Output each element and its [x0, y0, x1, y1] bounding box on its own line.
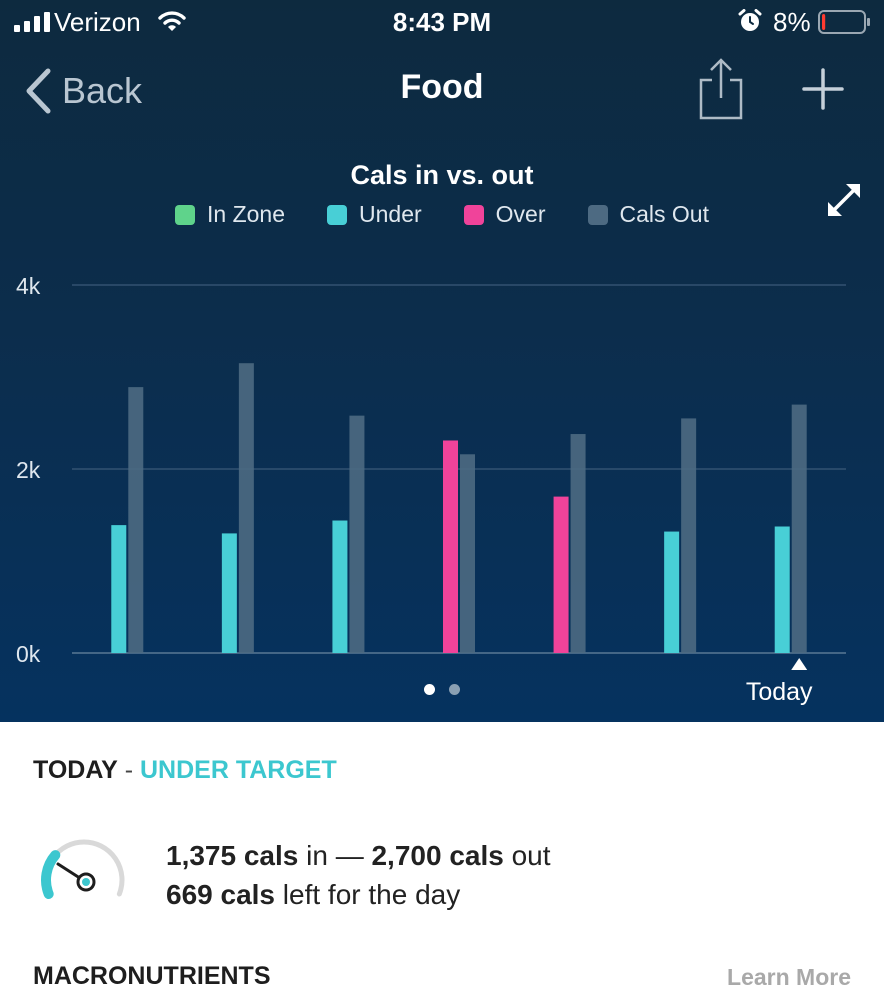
macronutrients-heading: MACRONUTRIENTS: [33, 962, 271, 990]
legend-item-cals-out: Cals Out: [587, 201, 709, 228]
legend-label-under: Under: [359, 201, 422, 227]
bar-cals-in[interactable]: [221, 533, 237, 653]
legend-swatch-over: [463, 204, 484, 225]
status-time: 8:43 PM: [392, 7, 492, 37]
carrier-name: Verizon: [54, 7, 141, 37]
page-title: Food: [400, 68, 484, 106]
summary-line-left: 669 cals left for the day: [166, 875, 551, 914]
battery-percent: 8%: [773, 7, 811, 37]
legend-swatch-under: [327, 204, 347, 225]
legend-label-over: Over: [495, 201, 546, 227]
back-label: Back: [62, 70, 143, 111]
bar-cals-out[interactable]: [238, 363, 254, 653]
bar-cals-in[interactable]: [664, 531, 680, 653]
cals-left-value: 669 cals: [166, 879, 275, 910]
legend-label-in-zone: In Zone: [207, 201, 285, 227]
bar-cals-out[interactable]: [681, 418, 697, 653]
battery-icon: [818, 10, 870, 34]
legend-item-under: Under: [327, 201, 422, 228]
bar-cals-in[interactable]: [443, 440, 458, 653]
bar-cals-out[interactable]: [791, 404, 807, 653]
wifi-icon: [158, 11, 186, 31]
today-label: TODAY: [33, 756, 118, 784]
alarm-icon: [738, 9, 762, 31]
bar-cals-in[interactable]: [774, 526, 790, 654]
selected-day-marker: [791, 658, 808, 670]
chart-title: Cals in vs. out: [350, 160, 534, 190]
learn-more-link[interactable]: Learn More: [727, 964, 851, 990]
legend-item-in-zone: In Zone: [175, 201, 285, 228]
bar-cals-out[interactable]: [349, 415, 365, 653]
legend-item-over: Over: [463, 201, 546, 228]
today-heading: TODAY - UNDER TARGET: [33, 756, 337, 785]
x-tick-label: Today: [746, 678, 813, 706]
food-header-panel: Verizon 8:43 PM 8% Back Food: [0, 0, 884, 722]
expand-icon[interactable]: [824, 180, 864, 220]
bar-cals-in[interactable]: [332, 520, 348, 653]
bar-cals-out[interactable]: [128, 387, 144, 653]
cals-in-value: 1,375 cals: [166, 840, 299, 871]
chart-legend: In Zone Under Over Cals Out: [0, 201, 884, 228]
page-dot[interactable]: [424, 684, 435, 695]
page-dot[interactable]: [449, 684, 460, 695]
plus-icon[interactable]: [800, 66, 846, 112]
bar-cals-out[interactable]: [570, 434, 586, 653]
y-tick-label: 4k: [16, 273, 41, 299]
y-tick-label: 0k: [16, 641, 41, 667]
share-icon[interactable]: [697, 58, 745, 122]
back-button[interactable]: Back: [24, 66, 142, 116]
cals-out-value: 2,700 cals: [371, 840, 504, 871]
bar-cals-in[interactable]: [553, 496, 569, 653]
legend-swatch-cals-out: [587, 204, 608, 225]
legend-label-cals-out: Cals Out: [619, 201, 709, 227]
bar-cals-in[interactable]: [111, 525, 127, 653]
gauge-hub-center: [82, 878, 90, 886]
page-indicator[interactable]: [0, 684, 884, 695]
gauge-fill: [41, 850, 61, 899]
legend-swatch-in-zone: [175, 204, 195, 225]
chevron-left-icon: [26, 68, 51, 114]
summary-line-in-out: 1,375 cals in — 2,700 cals out: [166, 836, 551, 875]
today-separator: -: [117, 756, 140, 784]
cals-in-word: in —: [298, 840, 372, 871]
cals-left-word: left for the day: [275, 879, 461, 910]
cals-chart[interactable]: 0k 2k 4k Today: [0, 260, 884, 710]
bar-cals-out[interactable]: [460, 454, 475, 653]
y-tick-label: 2k: [16, 457, 41, 483]
status-bar: Verizon 8:43 PM 8%: [0, 0, 884, 44]
calorie-gauge-icon: [41, 839, 125, 899]
signal-icon: [14, 12, 50, 32]
calorie-summary: 1,375 cals in — 2,700 cals out 669 cals …: [166, 836, 551, 914]
today-status: UNDER TARGET: [139, 756, 337, 784]
cals-out-word: out: [503, 840, 551, 871]
